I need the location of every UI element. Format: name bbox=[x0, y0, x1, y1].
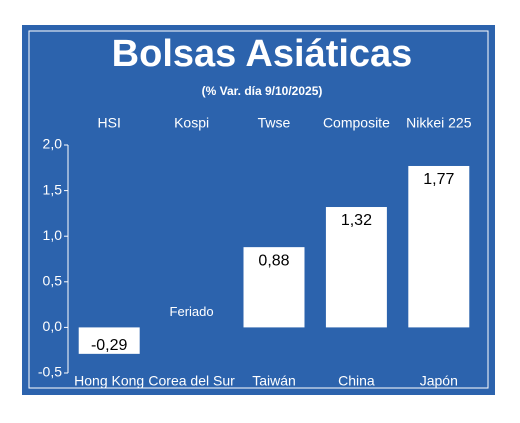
y-tick-label: 0,0 bbox=[43, 318, 63, 334]
top-label: Kospi bbox=[174, 115, 209, 131]
x-tick-label: Corea del Sur bbox=[148, 373, 235, 389]
y-tick-label: 1,5 bbox=[43, 181, 63, 197]
top-label: Twse bbox=[258, 115, 291, 131]
bar bbox=[243, 247, 305, 328]
y-tick-label: 2,0 bbox=[43, 136, 63, 152]
bar bbox=[408, 165, 470, 328]
top-label: HSI bbox=[98, 115, 121, 131]
top-label: Composite bbox=[323, 115, 390, 131]
chart-title: Bolsas Asiáticas bbox=[112, 33, 413, 75]
value-label: -0,29 bbox=[91, 337, 128, 354]
value-label: 1,32 bbox=[341, 212, 372, 229]
bar bbox=[78, 327, 140, 354]
y-tick-label: 0,5 bbox=[43, 273, 63, 289]
annotation: Feriado bbox=[170, 304, 214, 319]
value-label: 0,88 bbox=[258, 252, 289, 269]
x-tick-label: Hong Kong bbox=[74, 373, 144, 389]
x-tick-label: Taiwán bbox=[252, 373, 296, 389]
x-tick-label: China bbox=[338, 373, 375, 389]
frame bbox=[28, 30, 489, 389]
x-tick-label: Japón bbox=[420, 373, 458, 389]
top-label: Nikkei 225 bbox=[406, 115, 472, 131]
y-tick-label: -0,5 bbox=[38, 364, 62, 380]
y-tick-label: 1,0 bbox=[43, 227, 63, 243]
bar bbox=[325, 207, 387, 328]
value-label: 1,77 bbox=[423, 171, 454, 188]
chart-subtitle: (% Var. día 9/10/2025) bbox=[202, 84, 323, 98]
